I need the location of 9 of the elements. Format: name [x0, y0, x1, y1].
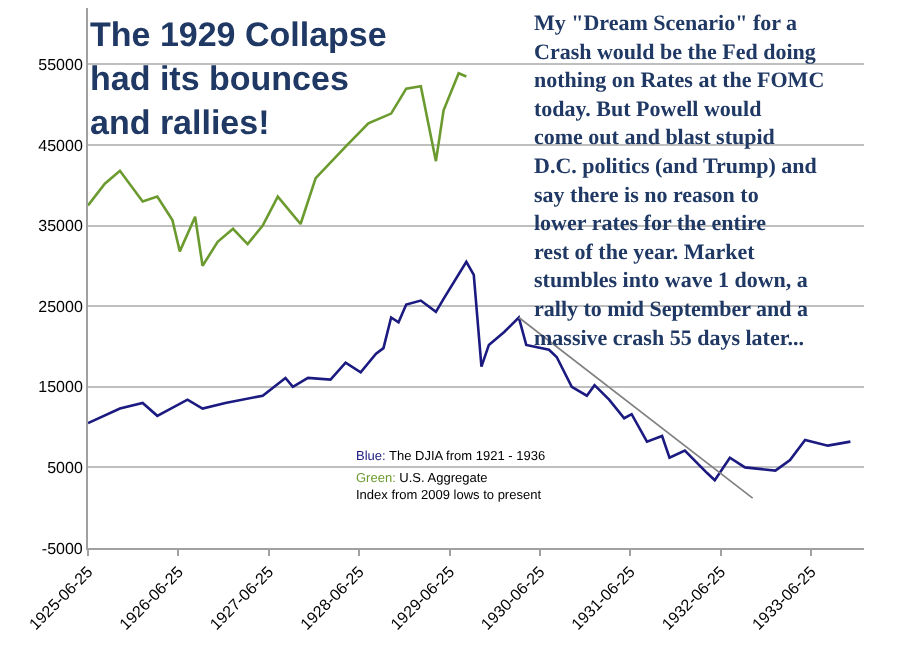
text: The 1929 Collapse had its bounces and rallies!: [90, 15, 387, 143]
y-tick-label: 15000: [38, 378, 84, 397]
y-tick-label: -5000: [41, 539, 84, 558]
y-tick-label: 35000: [38, 217, 84, 236]
y-tick-label: 25000: [38, 297, 84, 316]
y-tick-label: 5000: [47, 459, 84, 477]
y-tick-label: 45000: [38, 136, 84, 155]
line-series: [88, 260, 852, 482]
y-tick-label: 55000: [38, 56, 84, 75]
